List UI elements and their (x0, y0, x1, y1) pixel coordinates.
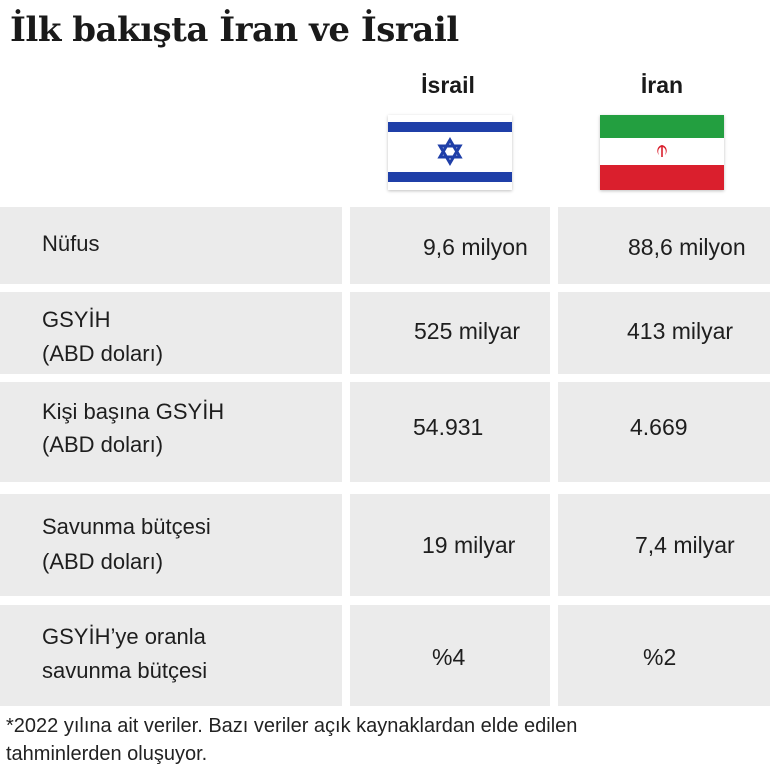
value-kisi-israel: 54.931 (413, 414, 484, 440)
value-savunma-israel: 19 milyar (422, 532, 516, 558)
row-kisi-label-cell (0, 382, 342, 482)
iran-flag-icon (600, 115, 724, 190)
row-oran-israel-cell (350, 605, 550, 706)
row-nufus-israel-cell (350, 207, 550, 284)
row-gsyih-israel-cell (350, 292, 550, 374)
value-gsyih-israel: 525 milyar (414, 318, 521, 344)
value-oran-iran: %2 (643, 644, 677, 670)
page-title: İlk bakışta İran ve İsrail (10, 10, 459, 50)
row-label-gsyih: GSYİH (42, 307, 111, 332)
value-nufus-israel: 9,6 milyon (423, 234, 528, 260)
footnote-line-2: tahminlerden oluşuyor. (6, 743, 208, 765)
value-savunma-iran: 7,4 milyar (635, 532, 735, 558)
value-nufus-iran: 88,6 milyon (628, 234, 746, 260)
israel-flag-icon (388, 115, 512, 190)
footnote: *2022 yılına ait veriler. Bazı veriler a… (6, 712, 706, 768)
row-label-kisi-basina-unit: (ABD doları) (42, 432, 164, 457)
row-savunma-label-cell (0, 494, 342, 596)
value-oran-israel: %4 (432, 644, 466, 670)
value-kisi-iran: 4.669 (630, 414, 688, 440)
row-label-gsyih-unit: (ABD doları) (42, 341, 164, 366)
row-savunma-iran-cell (558, 494, 770, 596)
row-label-oran: GSYİH’ye oranla (42, 624, 206, 649)
footnote-line-1: *2022 yılına ait veriler. Bazı veriler a… (6, 715, 578, 737)
column-header-israel: İsrail (421, 72, 475, 98)
row-gsyih-label-cell (0, 292, 342, 374)
row-oran-label-cell (0, 605, 342, 706)
value-gsyih-iran: 413 milyar (627, 318, 734, 344)
row-gsyih-iran-cell (558, 292, 770, 374)
row-nufus-iran-cell (558, 207, 770, 284)
row-label-nufus: Nüfus (42, 231, 100, 256)
row-label-oran-line2: savunma bütçesi (42, 658, 208, 683)
row-label-savunma-unit: (ABD doları) (42, 549, 164, 574)
column-header-iran: İran (640, 72, 684, 98)
row-label-savunma: Savunma bütçesi (42, 514, 211, 539)
row-label-kisi-basina: Kişi başına GSYİH (42, 399, 225, 424)
row-oran-iran-cell (558, 605, 770, 706)
row-kisi-iran-cell (558, 382, 770, 482)
row-savunma-israel-cell (350, 494, 550, 596)
row-nufus-label-cell (0, 207, 342, 284)
row-kisi-israel-cell (350, 382, 550, 482)
